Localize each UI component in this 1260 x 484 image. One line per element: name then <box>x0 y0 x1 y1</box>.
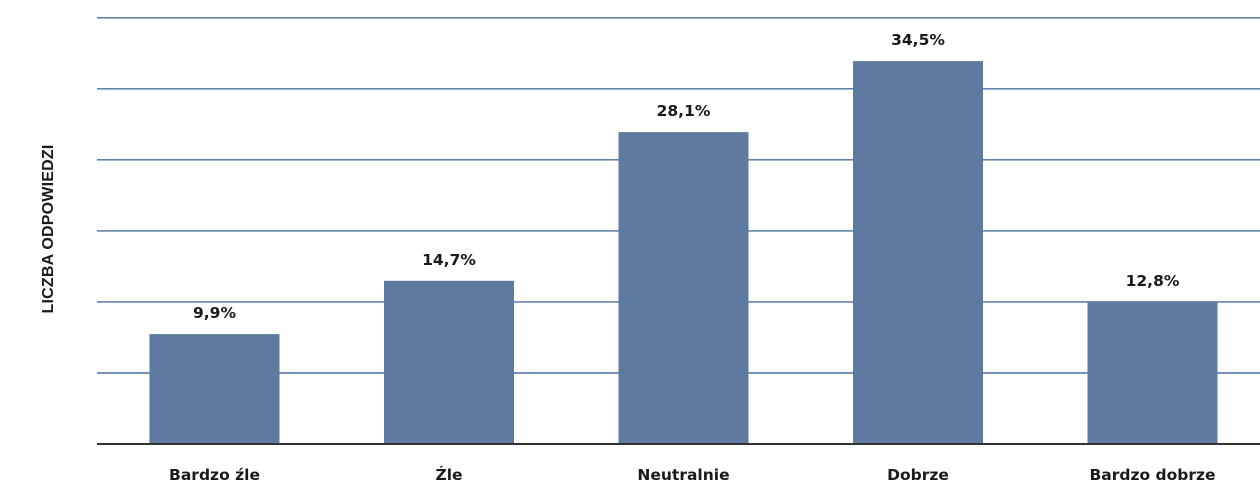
data-label-background-3 <box>884 30 952 53</box>
x-tick-label-3: Dobrze <box>887 466 949 484</box>
data-label-background-0 <box>180 303 249 326</box>
data-label-background-1 <box>415 249 483 272</box>
x-tick-label-1: Źle <box>435 465 462 484</box>
y-axis-label: LICZBA ODPOWIEDZI <box>40 144 57 313</box>
bar-4 <box>1087 301 1218 444</box>
x-tick-label-4: Bardzo dobrze <box>1089 466 1215 484</box>
bar-3 <box>853 61 983 444</box>
data-label-0: 9,9% <box>193 304 236 322</box>
x-tick-labels: Bardzo źle Źle Neutralnie Dobrze Bardzo dobr… <box>169 465 1216 484</box>
data-label-1: 14,7% <box>422 251 476 269</box>
data-label-4: 12,8% <box>1126 272 1180 290</box>
bars: 9,9% 14,7% 28,1% 34,5% 12,8% <box>149 30 1218 444</box>
data-label-background-4 <box>1118 270 1187 293</box>
bar-0 <box>149 334 280 444</box>
bar-1 <box>384 280 514 444</box>
x-tick-label-2: Neutralnie <box>637 466 729 484</box>
data-label-3: 34,5% <box>891 31 945 49</box>
bar-2 <box>618 132 749 444</box>
x-tick-label-0: Bardzo źle <box>169 466 260 484</box>
data-label-background-2 <box>649 101 718 124</box>
data-label-2: 28,1% <box>657 102 711 120</box>
